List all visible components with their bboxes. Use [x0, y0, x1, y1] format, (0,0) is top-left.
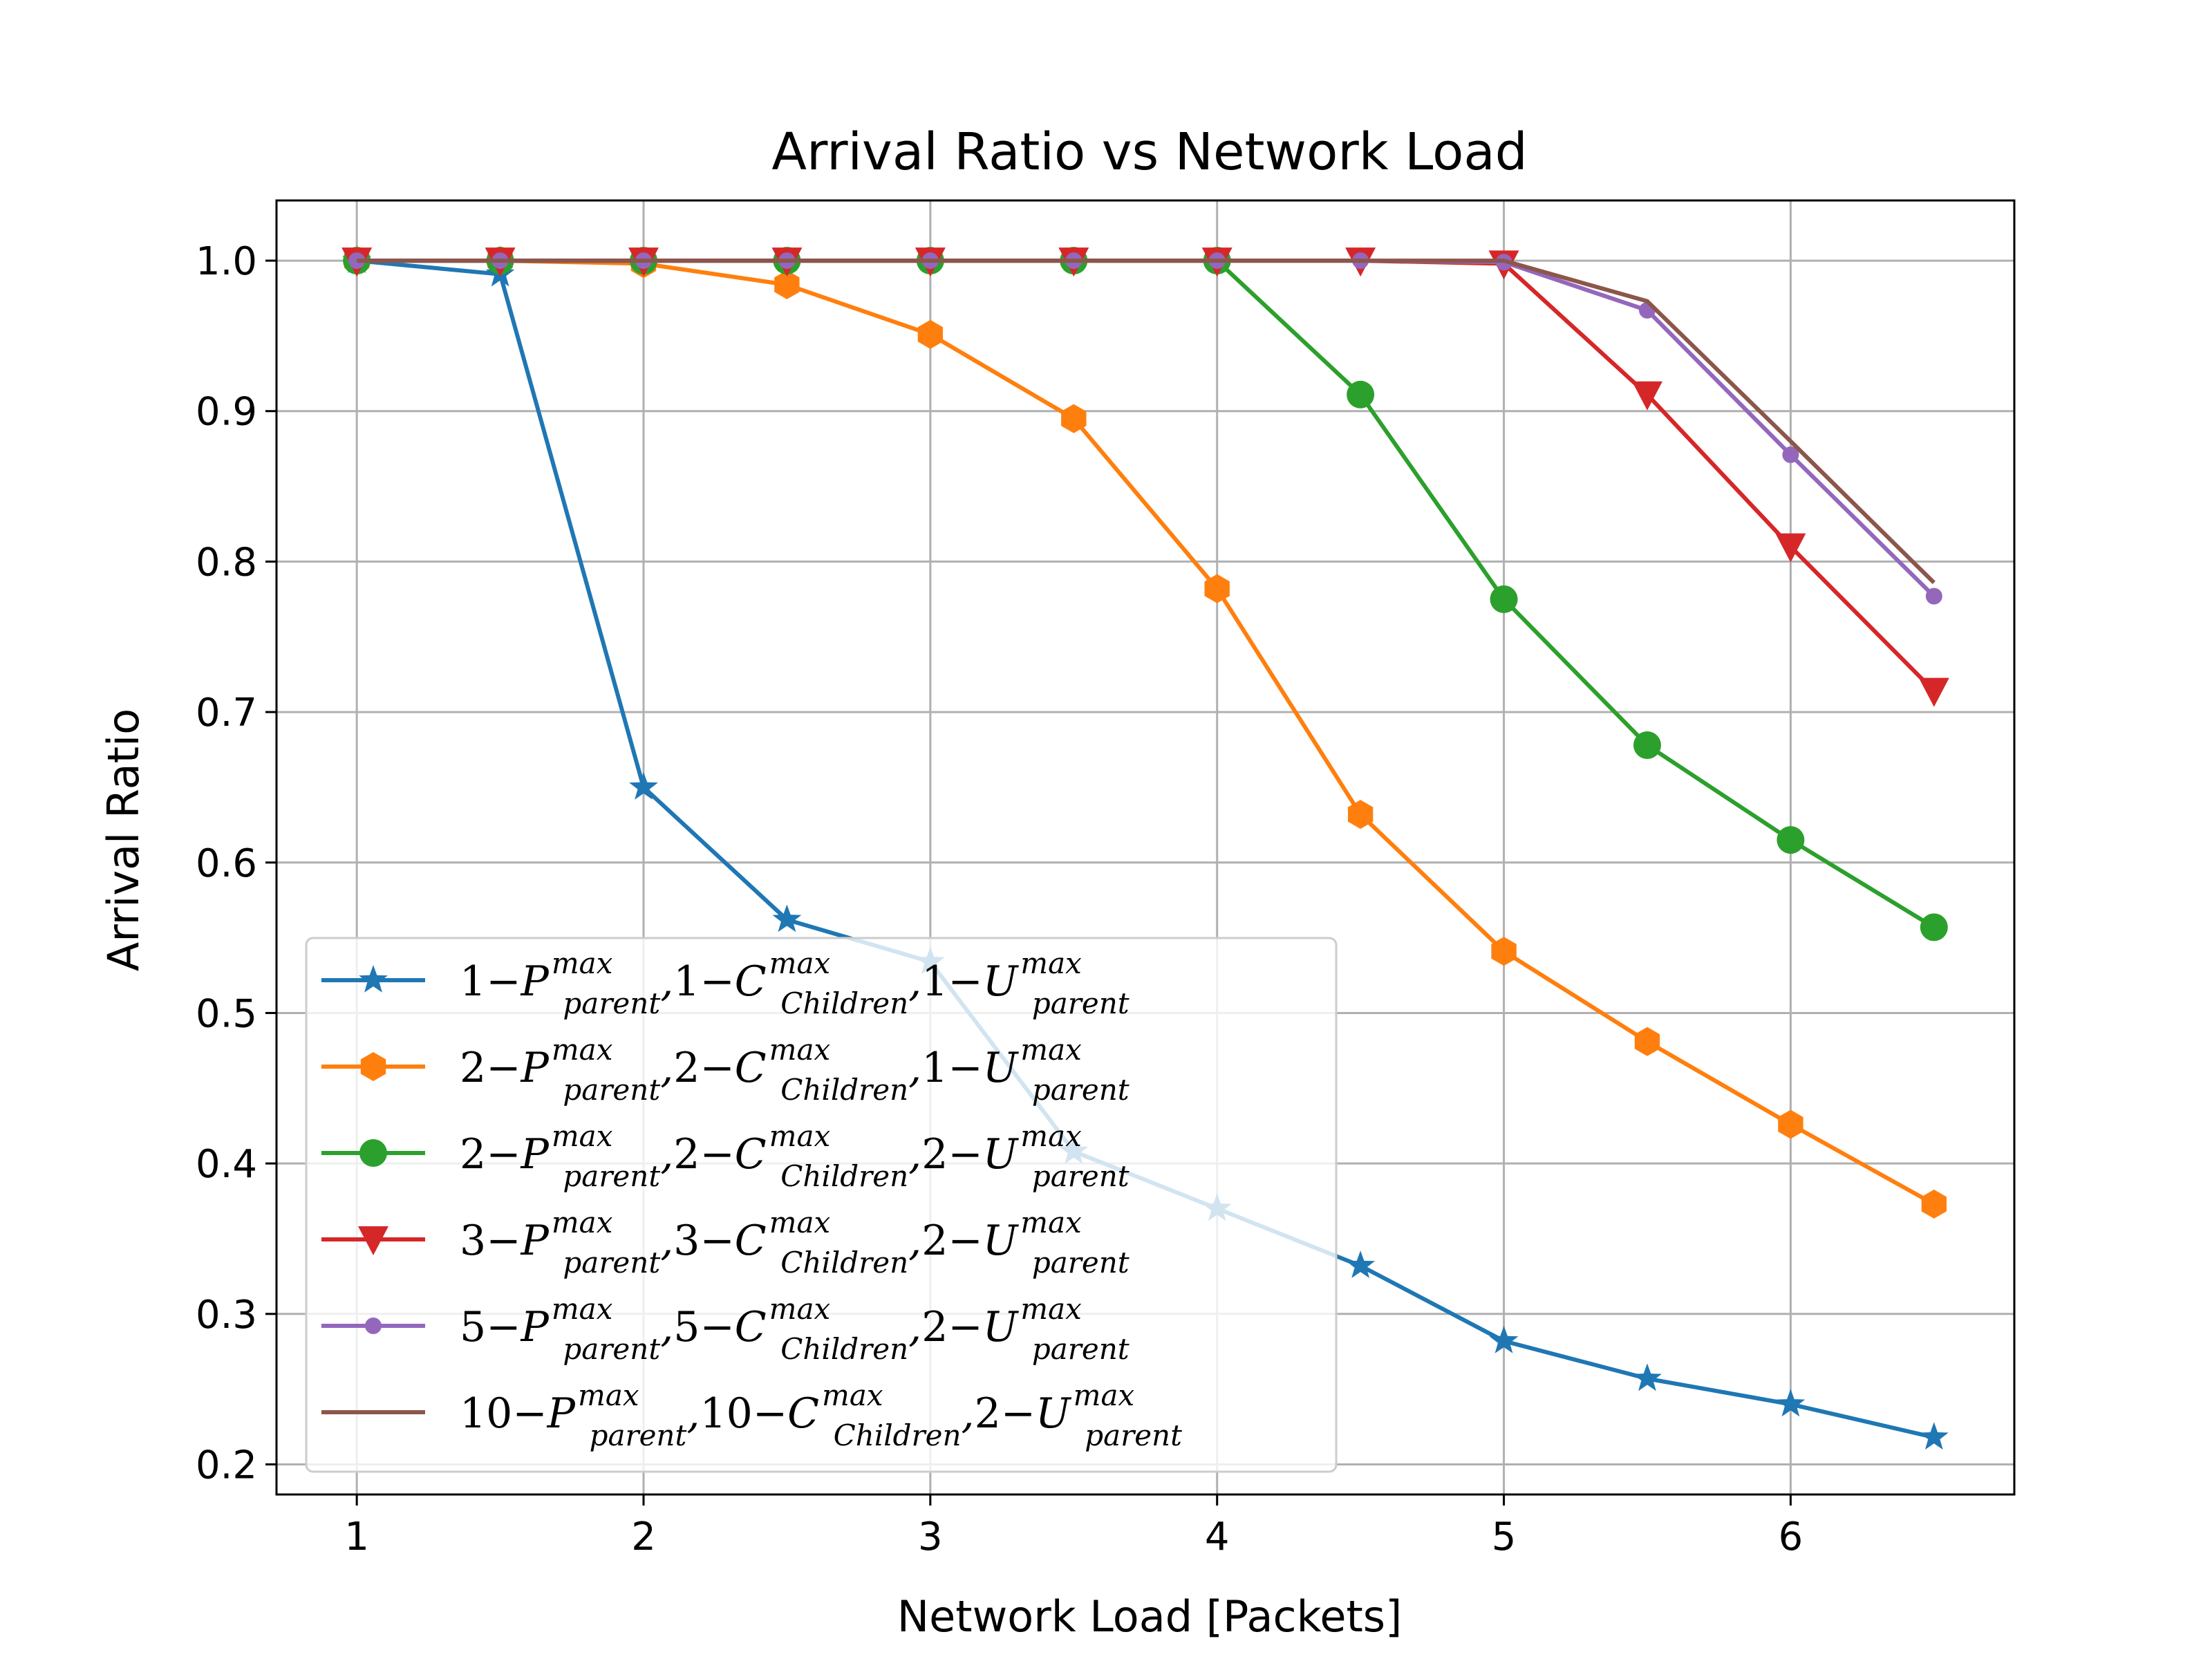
- y-tick-label: 0.8: [196, 540, 257, 585]
- x-tick-label: 1: [344, 1515, 369, 1559]
- legend-label: 1−Pmax parent,1−Cmax Children,1−Umax parent: [460, 946, 1130, 1020]
- series-3-point: [1490, 585, 1518, 613]
- x-tick-label: 2: [631, 1515, 656, 1559]
- legend-label: 3−Pmax parent,3−Cmax Children,2−Umax parent: [460, 1206, 1130, 1280]
- series-1-point: [1346, 1250, 1376, 1278]
- legend-label: 2−Pmax parent,2−Cmax Children,2−Umax parent: [460, 1119, 1130, 1193]
- series-2-point: [1921, 1189, 1947, 1219]
- x-axis-label: Network Load [Packets]: [897, 1591, 1403, 1642]
- legend-entry-3: 2−Pmax parent,2−Cmax Children,2−Umax parent: [321, 1119, 1130, 1193]
- x-tick-label: 5: [1492, 1515, 1517, 1559]
- series-4-point: [1918, 677, 1949, 707]
- y-tick-label: 0.3: [196, 1293, 257, 1338]
- series-5: [348, 252, 1942, 605]
- series-2-point: [774, 270, 800, 299]
- y-tick-label: 0.9: [196, 390, 257, 435]
- series-5-point: [348, 252, 366, 270]
- legend-swatch-marker: [359, 1139, 387, 1167]
- series-5-point: [1782, 446, 1799, 463]
- series-5-point: [1925, 588, 1942, 605]
- y-tick-label: 0.7: [196, 691, 257, 735]
- series-2-point: [1491, 937, 1517, 966]
- tick-layer: 1 2 3 4 5 6 0.2 0.3 0.4 0.5 0.6 0.7 0.8 0.9 1.0: [196, 239, 1803, 1559]
- series-2-line: [357, 259, 1936, 1206]
- series-3-point: [1777, 826, 1805, 854]
- series-5-line: [357, 259, 1936, 598]
- series-2-point: [1204, 574, 1230, 603]
- x-tick-label: 4: [1205, 1515, 1230, 1559]
- legend-label: 10−Pmax parent,10−Cmax Children,2−Umax pare…: [460, 1378, 1182, 1452]
- x-tick-label: 3: [918, 1515, 943, 1559]
- legend-swatch-marker: [365, 1318, 382, 1334]
- series-6: [357, 259, 1936, 585]
- series-6-line: [357, 259, 1936, 585]
- x-tick-label: 6: [1779, 1515, 1803, 1559]
- legend-entry-2: 2−Pmax parent,2−Cmax Children,1−Umax parent: [321, 1033, 1130, 1107]
- legend-label: 5−Pmax parent,5−Cmax Children,2−Umax parent: [460, 1292, 1130, 1366]
- y-tick-label: 0.4: [196, 1142, 257, 1187]
- series-2-point: [1061, 404, 1087, 433]
- legend-box: [305, 937, 1338, 1473]
- series-4-point: [1631, 381, 1662, 411]
- series-2-point: [1348, 800, 1374, 830]
- legend-entry-6: 10−Pmax parent,10−Cmax Children,2−Umax pare…: [321, 1378, 1182, 1452]
- series-2-point: [1634, 1027, 1660, 1056]
- series-3-point: [1920, 913, 1948, 941]
- series-1-point: [1489, 1326, 1519, 1353]
- series-4-line: [357, 259, 1936, 693]
- series-4: [341, 247, 1949, 707]
- series-1-point: [1633, 1363, 1662, 1391]
- y-axis-label: Arrival Ratio: [98, 709, 149, 971]
- y-tick-label: 1.0: [196, 239, 257, 284]
- series-1-point: [1776, 1389, 1806, 1417]
- chart-title: Arrival Ratio vs Network Load: [771, 122, 1527, 182]
- series-3-point: [1633, 731, 1661, 759]
- series-3-point: [1347, 380, 1375, 409]
- legend-swatch-marker: [359, 965, 388, 993]
- legend-entry-1: 1−Pmax parent,1−Cmax Children,1−Umax parent: [321, 946, 1130, 1020]
- legend-swatch-marker: [358, 1226, 388, 1255]
- legend: 1−Pmax parent,1−Cmax Children,1−Umax parent…: [305, 937, 1338, 1473]
- series-1-point: [772, 904, 802, 932]
- series-1-point: [629, 771, 658, 800]
- legend-label: 2−Pmax parent,2−Cmax Children,1−Umax parent: [460, 1033, 1130, 1107]
- plot-frame: [275, 199, 2016, 1496]
- series-4-point: [1775, 533, 1806, 563]
- y-tick-label: 0.6: [196, 841, 257, 886]
- legend-swatch-marker: [360, 1052, 386, 1081]
- y-tick-label: 0.5: [196, 991, 257, 1036]
- series-1-point: [1919, 1422, 1949, 1450]
- y-tick-label: 0.2: [196, 1443, 257, 1488]
- legend-entry-5: 5−Pmax parent,5−Cmax Children,2−Umax parent: [321, 1292, 1130, 1366]
- legend-entry-4: 3−Pmax parent,3−Cmax Children,2−Umax parent: [321, 1206, 1130, 1280]
- series-2-point: [1778, 1109, 1803, 1139]
- series-3: [343, 247, 1948, 941]
- series-2-point: [917, 319, 943, 349]
